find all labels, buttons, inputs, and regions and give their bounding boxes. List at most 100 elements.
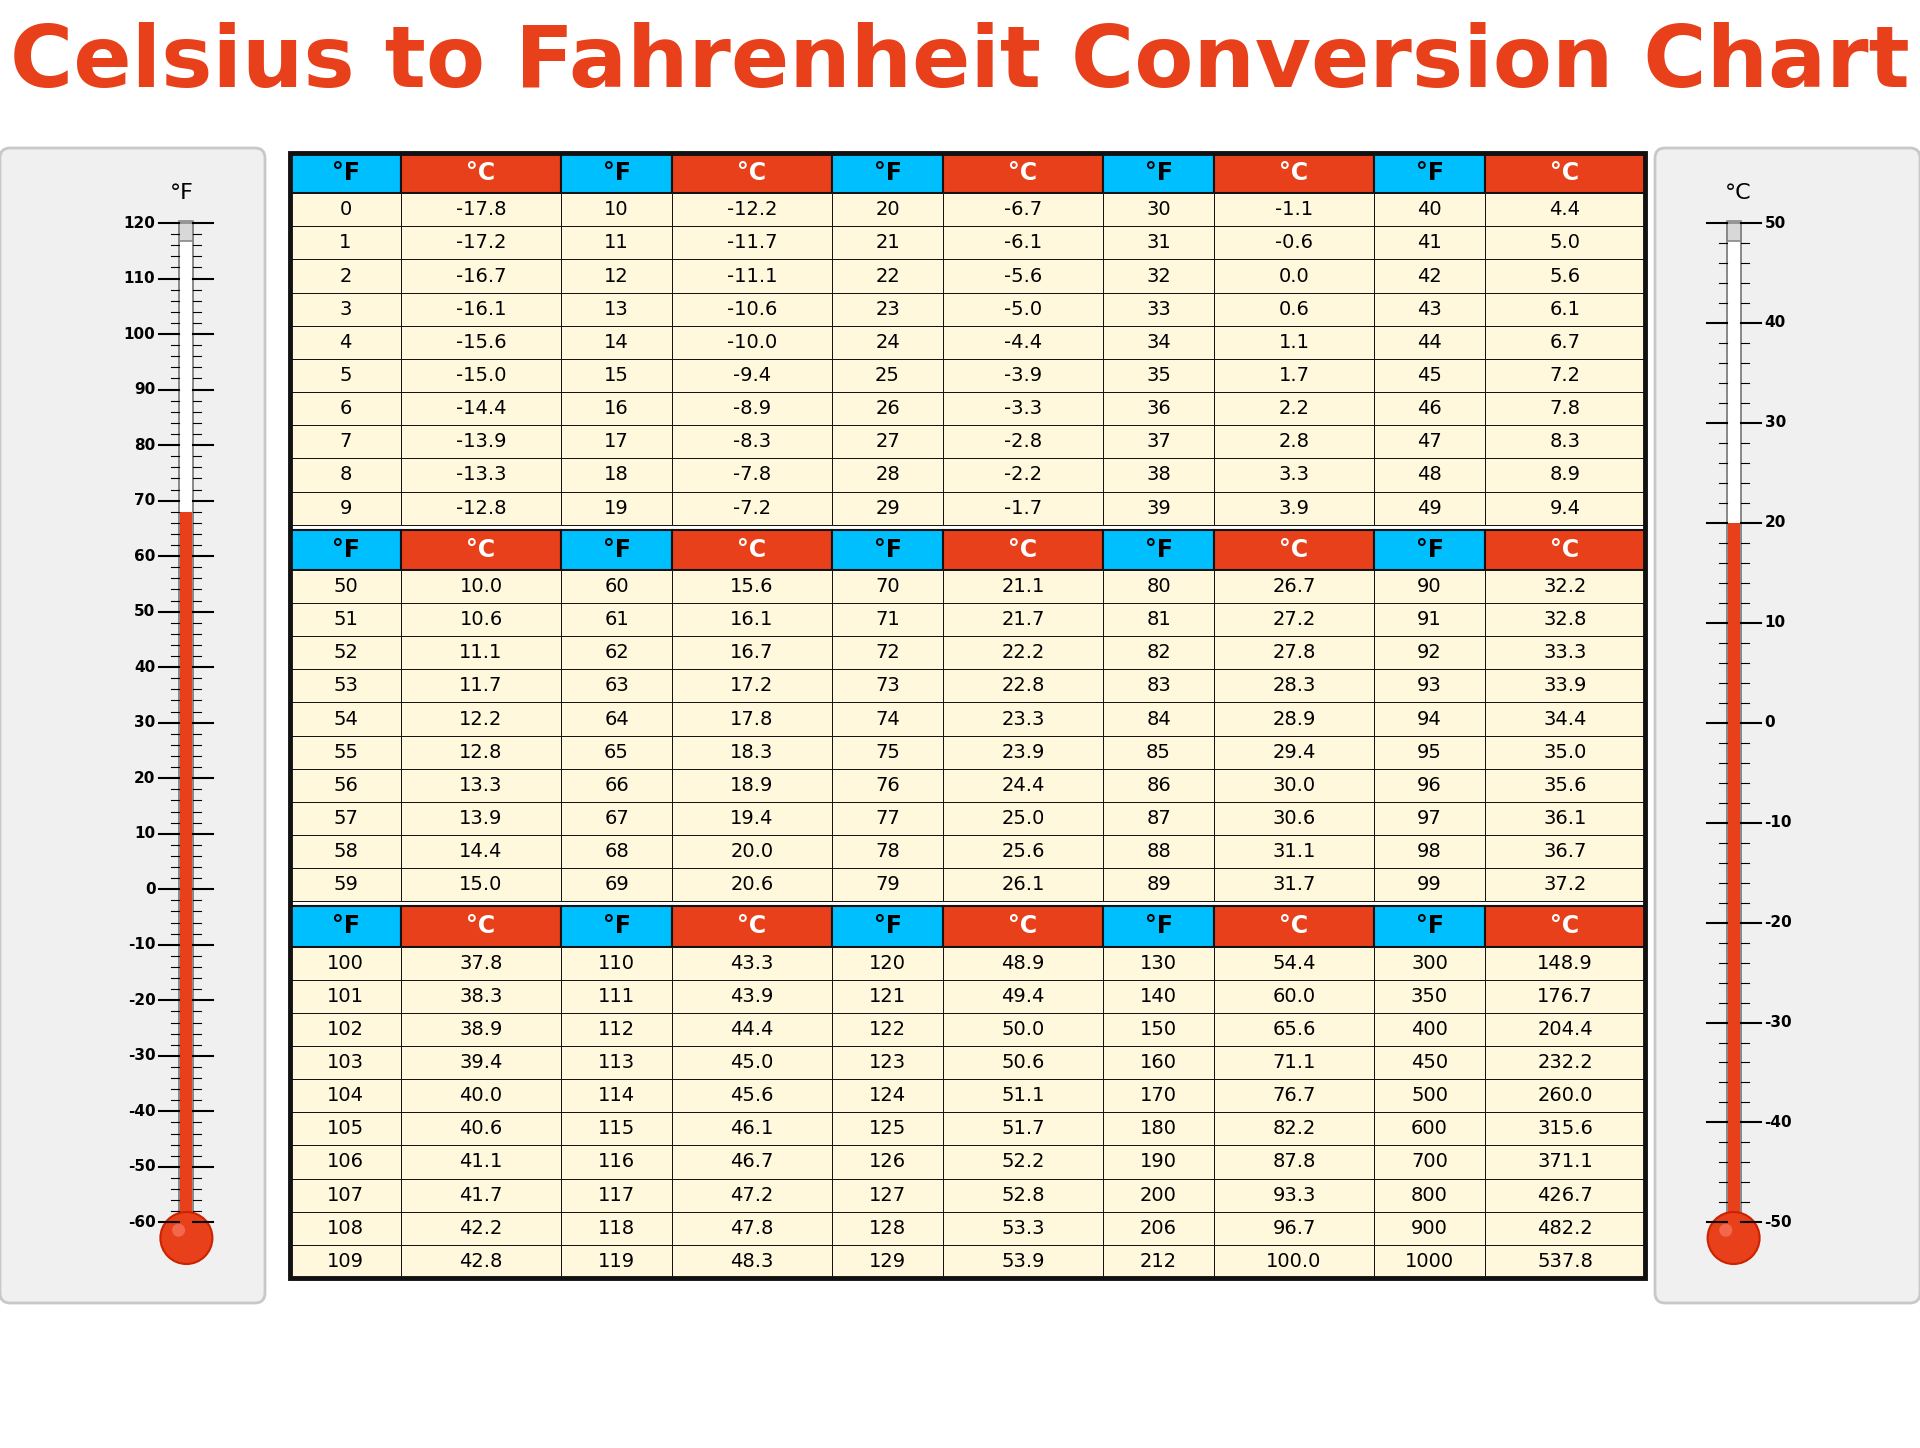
Bar bbox=[561, 802, 672, 835]
Text: 78: 78 bbox=[876, 843, 900, 862]
Bar bbox=[943, 1179, 1102, 1212]
Text: 42.8: 42.8 bbox=[459, 1253, 503, 1271]
Bar bbox=[672, 980, 831, 1012]
Text: 170: 170 bbox=[1140, 1086, 1177, 1105]
Text: 140: 140 bbox=[1140, 986, 1177, 1006]
Text: 180: 180 bbox=[1140, 1119, 1177, 1138]
Text: -14.4: -14.4 bbox=[455, 400, 507, 418]
Bar bbox=[1213, 1245, 1375, 1279]
Text: 6: 6 bbox=[340, 400, 351, 418]
Bar bbox=[1102, 602, 1213, 636]
Circle shape bbox=[1707, 1212, 1759, 1264]
Text: 61: 61 bbox=[605, 610, 630, 628]
Text: 76.7: 76.7 bbox=[1273, 1086, 1315, 1105]
Text: 46: 46 bbox=[1417, 400, 1442, 418]
Text: 42.2: 42.2 bbox=[459, 1219, 503, 1238]
Bar bbox=[1102, 1079, 1213, 1112]
Text: 4.4: 4.4 bbox=[1549, 200, 1580, 219]
Text: 89: 89 bbox=[1146, 875, 1171, 895]
Bar bbox=[672, 602, 831, 636]
Bar bbox=[943, 259, 1102, 292]
Text: 28.9: 28.9 bbox=[1273, 710, 1315, 728]
Text: 82: 82 bbox=[1146, 643, 1171, 662]
Bar bbox=[1102, 1179, 1213, 1212]
Bar bbox=[943, 359, 1102, 392]
Text: -8.3: -8.3 bbox=[733, 433, 772, 452]
Bar bbox=[943, 1145, 1102, 1179]
Text: 100: 100 bbox=[326, 954, 365, 973]
Bar bbox=[1375, 980, 1484, 1012]
Text: 11.7: 11.7 bbox=[459, 676, 503, 695]
Bar bbox=[1484, 530, 1645, 571]
Text: °F: °F bbox=[603, 915, 630, 938]
Bar bbox=[943, 736, 1102, 769]
Text: 97: 97 bbox=[1417, 809, 1442, 828]
Text: 27.2: 27.2 bbox=[1273, 610, 1315, 628]
Bar bbox=[290, 326, 401, 359]
Text: -16.1: -16.1 bbox=[455, 300, 507, 319]
Text: 5.0: 5.0 bbox=[1549, 233, 1580, 252]
Text: °F: °F bbox=[332, 915, 359, 938]
Bar bbox=[672, 906, 831, 947]
Bar bbox=[831, 459, 943, 491]
Bar bbox=[401, 869, 561, 901]
Text: -16.7: -16.7 bbox=[455, 266, 507, 285]
Text: 21: 21 bbox=[876, 233, 900, 252]
Bar bbox=[401, 702, 561, 736]
Bar bbox=[290, 193, 401, 226]
Bar bbox=[290, 980, 401, 1012]
Circle shape bbox=[161, 1212, 213, 1264]
Bar bbox=[672, 769, 831, 802]
Bar bbox=[1102, 426, 1213, 459]
Text: 700: 700 bbox=[1411, 1153, 1448, 1171]
Text: 57: 57 bbox=[332, 809, 357, 828]
Bar bbox=[1213, 571, 1375, 602]
Bar bbox=[401, 736, 561, 769]
Bar bbox=[290, 426, 401, 459]
Bar bbox=[1102, 226, 1213, 259]
Text: 44: 44 bbox=[1417, 333, 1442, 352]
Text: 47: 47 bbox=[1417, 433, 1442, 452]
Bar bbox=[290, 1012, 401, 1045]
Text: 34.4: 34.4 bbox=[1544, 710, 1586, 728]
Text: 7.8: 7.8 bbox=[1549, 400, 1580, 418]
Text: 6.7: 6.7 bbox=[1549, 333, 1580, 352]
Bar bbox=[1213, 869, 1375, 901]
Bar bbox=[1213, 459, 1375, 491]
Text: 371.1: 371.1 bbox=[1538, 1153, 1594, 1171]
Bar bbox=[672, 1012, 831, 1045]
Bar bbox=[401, 392, 561, 426]
Bar bbox=[1484, 1112, 1645, 1145]
Bar bbox=[561, 392, 672, 426]
Bar bbox=[1213, 802, 1375, 835]
Bar bbox=[179, 223, 194, 1222]
Text: 51.1: 51.1 bbox=[1002, 1086, 1044, 1105]
Bar bbox=[1375, 1079, 1484, 1112]
Text: 9: 9 bbox=[340, 498, 351, 517]
Text: 26.7: 26.7 bbox=[1273, 576, 1315, 597]
Bar bbox=[1484, 292, 1645, 326]
Bar bbox=[943, 1245, 1102, 1279]
Text: °F: °F bbox=[332, 537, 359, 562]
Text: 50.6: 50.6 bbox=[1002, 1053, 1044, 1072]
Bar bbox=[561, 669, 672, 702]
Bar bbox=[1102, 1212, 1213, 1245]
Bar bbox=[672, 153, 831, 193]
Bar bbox=[561, 1145, 672, 1179]
Text: 30: 30 bbox=[134, 715, 156, 730]
Text: 20: 20 bbox=[134, 770, 156, 786]
Bar bbox=[401, 669, 561, 702]
Text: 48.3: 48.3 bbox=[730, 1253, 774, 1271]
Text: 482.2: 482.2 bbox=[1538, 1219, 1594, 1238]
Text: 53.3: 53.3 bbox=[1002, 1219, 1044, 1238]
Text: 60: 60 bbox=[134, 549, 156, 563]
Bar bbox=[1375, 491, 1484, 524]
Bar bbox=[401, 491, 561, 524]
Text: -40: -40 bbox=[1764, 1115, 1791, 1129]
Bar bbox=[1102, 1112, 1213, 1145]
Bar bbox=[561, 1079, 672, 1112]
Text: 22.2: 22.2 bbox=[1002, 643, 1044, 662]
Text: °C: °C bbox=[737, 161, 766, 185]
Bar bbox=[290, 1045, 401, 1079]
Text: 6.1: 6.1 bbox=[1549, 300, 1580, 319]
